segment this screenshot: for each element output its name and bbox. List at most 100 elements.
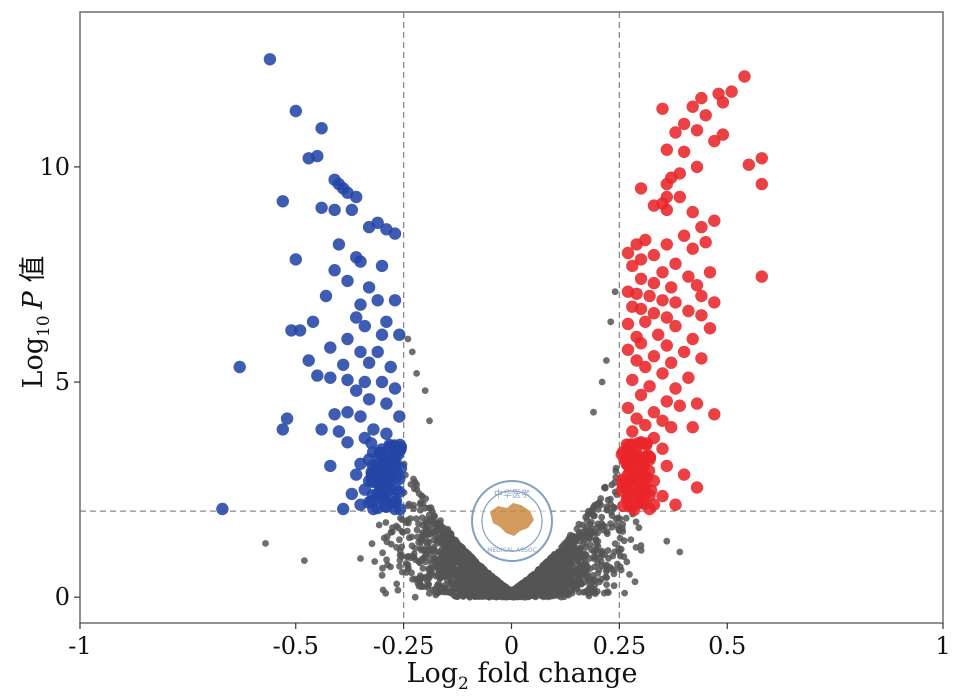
up-point-36: [699, 236, 712, 249]
ns-point-2442: [593, 541, 600, 549]
up-point-58: [634, 302, 648, 316]
up-point-41: [626, 259, 639, 273]
ns-point-2284: [407, 515, 414, 522]
ns-point-2617: [421, 387, 429, 394]
up-point-84: [634, 388, 648, 402]
up-point-29: [695, 220, 708, 234]
ns-point-2220: [562, 584, 569, 591]
y-axis: 0 5 10: [39, 153, 80, 611]
down-point-90: [337, 502, 350, 516]
down-point-31: [306, 315, 320, 328]
ns-point-2618: [426, 417, 433, 425]
ns-point-2435: [545, 558, 553, 565]
down-cluster-point-69: [366, 466, 379, 479]
x-tick-label-6: 1: [935, 632, 950, 660]
ns-point-1618: [612, 464, 620, 472]
up-point-80: [682, 371, 695, 384]
ns-point-904: [620, 537, 628, 545]
ns-point-2501: [598, 513, 606, 521]
ns-point-2394: [441, 525, 448, 532]
up-point-28: [686, 205, 699, 219]
ns-point-2086: [427, 526, 435, 534]
ns-point-1560: [417, 499, 425, 506]
up-point-3: [695, 91, 708, 105]
ns-point-2319: [614, 560, 621, 568]
ns-point-2436: [575, 577, 583, 585]
ns-point-2063: [607, 495, 614, 503]
up-point-37: [621, 246, 635, 260]
down-point-45: [384, 360, 397, 374]
ns-point-764: [627, 536, 635, 543]
down-point-56: [341, 406, 354, 419]
ns-point-2509: [583, 587, 591, 594]
ns-point-2611: [408, 348, 416, 356]
up-point-75: [695, 352, 708, 365]
up-point-66: [703, 322, 717, 335]
ns-point-2305: [436, 582, 444, 589]
ns-point-2483: [445, 573, 453, 581]
ns-point-2328: [396, 562, 403, 570]
up-point-82: [643, 380, 656, 393]
ns-point-1413: [396, 536, 403, 544]
up-point-60: [682, 304, 695, 318]
up-point-59: [647, 307, 661, 320]
down-point-60: [280, 412, 294, 425]
up-point-61: [660, 311, 673, 324]
ns-point-1510: [610, 503, 618, 511]
ns-point-443: [384, 561, 391, 569]
ns-point-1807: [383, 538, 391, 546]
x-axis-title: Log2 fold change: [407, 658, 638, 694]
ns-point-2616: [598, 378, 606, 386]
ns-point-2613: [611, 288, 619, 296]
ns-point-2396: [383, 556, 390, 564]
ns-point-2493: [631, 578, 639, 586]
up-point-21: [634, 182, 648, 195]
up-point-88: [621, 401, 635, 415]
ns-point-1673: [383, 533, 391, 540]
down-point-10: [276, 195, 289, 208]
ns-point-1958: [398, 552, 406, 560]
up-point-55: [669, 296, 682, 309]
up-point-56: [708, 296, 721, 309]
up-point-92: [656, 414, 669, 427]
down-point-29: [354, 298, 367, 311]
ns-point-1642: [415, 539, 422, 546]
ns-point-2543: [432, 591, 440, 599]
ns-point-2500: [568, 577, 576, 585]
ns-point-845: [603, 581, 610, 588]
up-point-26: [647, 199, 661, 212]
down-point-2: [315, 122, 328, 135]
down-point-44: [362, 356, 376, 369]
ns-point-2263: [621, 589, 628, 597]
ns-point-52: [379, 549, 386, 557]
down-point-65: [276, 423, 289, 436]
ns-point-2552: [451, 543, 459, 551]
down-cluster-point-38: [379, 500, 392, 513]
down-point-24: [341, 274, 354, 288]
ns-point-2540: [535, 588, 543, 595]
down-point-17: [388, 227, 402, 240]
up-point-6: [656, 102, 669, 116]
watermark-map-icon: [490, 503, 534, 536]
ns-point-2572: [478, 593, 486, 600]
up-point-85: [660, 395, 673, 408]
ns-point-2602: [357, 555, 364, 562]
down-point-20: [354, 255, 367, 268]
up-point-65: [669, 319, 682, 333]
down-point-34: [285, 324, 298, 337]
ns-point-2112: [415, 520, 422, 528]
down-cluster-point-33: [365, 437, 378, 450]
watermark-bottom-text: MEDICAL ASSOC: [487, 547, 537, 554]
down-point-49: [341, 373, 354, 387]
ns-point-1445: [620, 553, 628, 561]
ns-point-2593: [432, 560, 440, 568]
down-point-58: [354, 410, 367, 423]
y-tick-label-2: 10: [39, 153, 70, 181]
up-point-51: [630, 287, 643, 300]
down-point-36: [341, 332, 354, 346]
up-point-52: [643, 289, 656, 303]
down-cluster-point-64: [366, 489, 379, 502]
up-point-10: [669, 126, 682, 139]
ns-point-2494: [545, 587, 553, 595]
ns-point-2571: [559, 551, 567, 558]
